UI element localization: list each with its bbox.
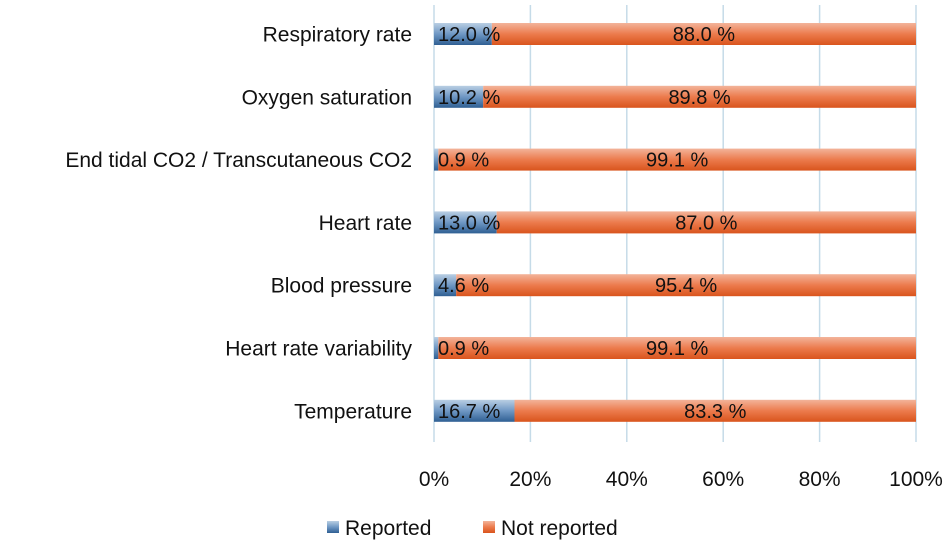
x-tick-label: 40%	[606, 468, 648, 491]
category-label-heart-rate: Heart rate	[319, 212, 412, 235]
legend-label-reported: Reported	[345, 517, 431, 540]
data-label-reported-respiratory-rate: 12.0 %	[438, 24, 500, 46]
x-tick-label: 100%	[889, 468, 943, 491]
bar-not-reported-temperature	[514, 399, 916, 422]
x-tick-label: 60%	[702, 468, 744, 491]
bar-not-reported-heart-rate-variability	[438, 337, 916, 359]
bar-reported-oxygen-saturation	[434, 85, 484, 108]
bar-reported-respiratory-rate	[434, 23, 492, 45]
bar-not-reported-respiratory-rate	[491, 23, 916, 45]
category-label-oxygen-saturation: Oxygen saturation	[242, 86, 412, 109]
bar-not-reported-blood-pressure	[456, 274, 916, 297]
data-label-reported-heart-rate: 13.0 %	[438, 212, 500, 234]
data-label-reported-end-tidal-co2-transcutaneous-co2: 0.9 %	[438, 150, 489, 172]
x-tick-label: 0%	[419, 468, 449, 491]
bar-reported-heart-rate-variability	[434, 337, 439, 359]
data-label-reported-heart-rate-variability: 0.9 %	[438, 338, 489, 360]
bar-reported-temperature	[434, 399, 515, 422]
category-label-heart-rate-variability: Heart rate variability	[225, 338, 412, 361]
x-tick-label: 80%	[799, 468, 841, 491]
data-label-not-reported-oxygen-saturation: 89.8 %	[668, 87, 730, 109]
data-label-reported-oxygen-saturation: 10.2 %	[438, 87, 500, 109]
data-label-not-reported-heart-rate-variability: 99.1 %	[646, 338, 708, 360]
data-label-reported-blood-pressure: 4.6 %	[438, 275, 489, 297]
x-tick-label: 20%	[509, 468, 551, 491]
legend-swatch-not-reported	[483, 521, 495, 533]
bar-reported-blood-pressure	[434, 274, 457, 297]
bar-not-reported-end-tidal-co2-transcutaneous-co2	[438, 148, 916, 171]
category-label-respiratory-rate: Respiratory rate	[263, 24, 412, 47]
bar-not-reported-heart-rate	[496, 211, 916, 234]
data-label-not-reported-respiratory-rate: 88.0 %	[673, 24, 735, 46]
bar-reported-end-tidal-co2-transcutaneous-co2	[434, 148, 439, 171]
category-label-blood-pressure: Blood pressure	[271, 275, 412, 298]
data-label-not-reported-blood-pressure: 95.4 %	[655, 275, 717, 297]
data-label-not-reported-end-tidal-co2-transcutaneous-co2: 99.1 %	[646, 150, 708, 172]
category-labels: Respiratory rate Oxygen saturation End tid…	[65, 24, 412, 424]
data-label-not-reported-heart-rate: 87.0 %	[675, 212, 737, 234]
bars: 12.0 % 88.0 % 10.2 % 89.8 % 0.9 % 99.1 % 13.0 …	[434, 23, 916, 423]
category-label-temperature: Temperature	[294, 400, 412, 423]
bar-reported-heart-rate	[434, 211, 497, 234]
legend: Reported Not reported	[327, 517, 618, 540]
data-label-not-reported-temperature: 83.3 %	[684, 401, 746, 423]
x-axis-ticks: 0% 20% 40% 60% 80% 100%	[419, 468, 943, 491]
data-label-reported-temperature: 16.7 %	[438, 401, 500, 423]
legend-label-not-reported: Not reported	[501, 517, 618, 540]
legend-swatch-reported	[327, 521, 339, 533]
category-label-end-tidal-co2-transcutaneous-co2: End tidal CO2 / Transcutaneous CO2	[65, 149, 412, 172]
bar-not-reported-oxygen-saturation	[483, 85, 916, 108]
